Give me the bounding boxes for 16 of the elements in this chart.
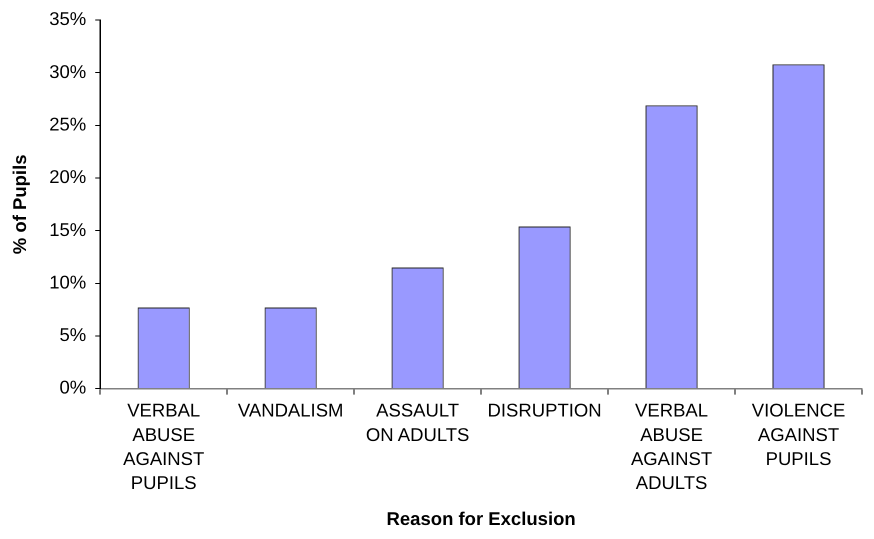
y-tick-label: 35% (49, 8, 86, 30)
y-tick-label: 30% (49, 60, 86, 82)
y-tick-label: 10% (49, 271, 86, 292)
x-axis-title: Reason for Exclusion (386, 508, 576, 529)
y-tick-label: 0% (59, 376, 86, 398)
x-tick-label: DISRUPTION (488, 400, 602, 421)
y-tick-label: 5% (59, 324, 86, 346)
x-tick-label: VERBAL ABUSE AGAINST PUPILS (123, 400, 204, 493)
x-tick-label: ASSAULT ON ADULTS (366, 400, 470, 445)
y-tick-label: 20% (49, 166, 86, 188)
y-tick-label: 25% (49, 113, 86, 134)
y-axis-title: % of Pupils (9, 154, 30, 254)
x-tick-label: VIOLENCE AGAINST PUPILS (752, 400, 846, 469)
x-tick-label: VANDALISM (238, 400, 344, 421)
y-tick-label: 15% (49, 218, 86, 240)
x-tick-label: VERBAL ABUSE AGAINST ADULTS (630, 400, 712, 493)
